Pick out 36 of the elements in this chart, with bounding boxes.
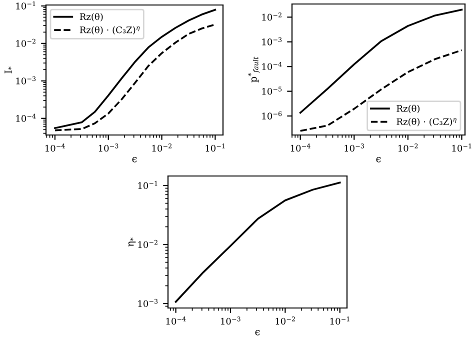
y-axis-title: p$^{*}$$_{fault}$ [248,56,260,82]
x-tick-label: 10$^{−3}$ [221,316,240,325]
x-axis-title: ϵ [376,157,381,162]
x-tick-label: 10$^{−3}$ [98,144,118,152]
y-axis-title: η$_{*}$ [128,238,136,246]
y-tick-label: 10$^{−4}$ [262,62,282,70]
y-axis-title: I$_{*}$ [4,66,12,74]
line-series [299,49,463,132]
y-tick-label: 10$^{−2}$ [262,12,282,21]
x-tick-label: 10$^{−2}$ [152,144,172,152]
legend-label: Rz(θ) · (C₃Z)$^{η}$ [80,26,140,35]
x-tick-label: 10$^{−1}$ [206,144,225,152]
x-axis-title: ϵ [255,330,260,336]
legend-label: Rz(θ) [80,13,103,22]
y-tick-label: 10$^{−3}$ [138,298,158,308]
x-axis-title: ϵ [132,157,137,162]
x-tick-label: 10$^{−2}$ [398,144,418,152]
y-tick-label: 10$^{−3}$ [262,37,282,46]
x-tick-label: 10$^{−2}$ [276,316,295,325]
x-tick-label: 10$^{−4}$ [45,144,65,152]
x-tick-label: 10$^{−4}$ [166,316,186,325]
x-tick-label: 10$^{−1}$ [452,144,472,152]
legend-label: Rz(θ) [396,104,420,114]
y-tick-label: 10$^{−1}$ [138,180,158,190]
y-tick-label: 10$^{−2}$ [138,240,158,248]
y-tick-label: 10$^{−4}$ [16,114,36,122]
y-tick-label: 10$^{−3}$ [16,76,36,84]
line-series [174,182,341,303]
y-tick-label: 10$^{−6}$ [262,111,282,120]
legend-label: Rz(θ) · (C₃Z)$^{η}$ [396,118,456,126]
y-tick-label: 10$^{−5}$ [262,86,282,95]
x-tick-label: 10$^{−4}$ [290,144,310,152]
x-tick-label: 10$^{−3}$ [344,144,364,152]
y-tick-label: 10$^{−1}$ [16,1,36,10]
y-tick-label: 10$^{−2}$ [16,38,36,47]
x-tick-label: 10$^{−1}$ [330,316,350,325]
